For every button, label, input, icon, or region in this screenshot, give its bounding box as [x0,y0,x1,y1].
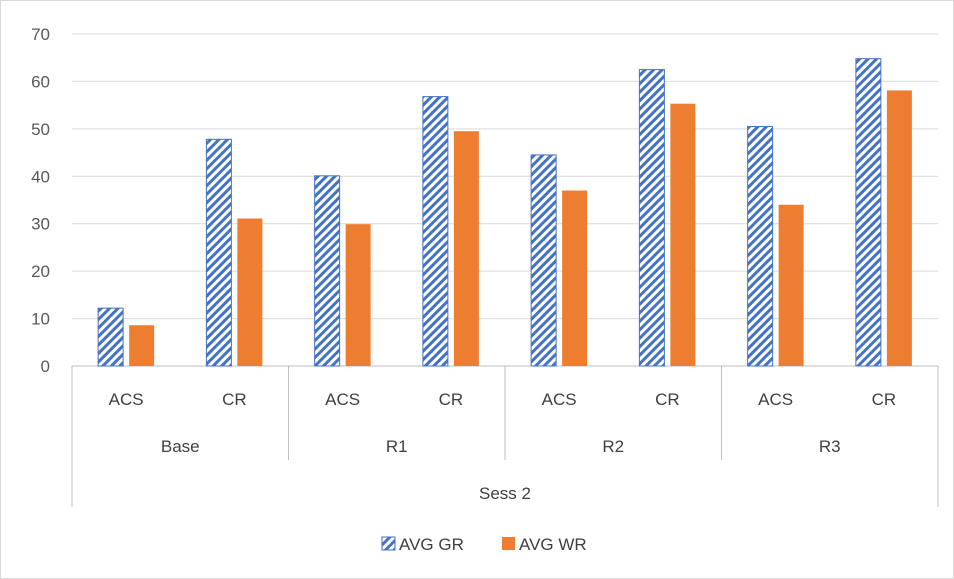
bar-avg-gr [747,125,774,367]
y-tick-label: 0 [41,357,50,376]
x-group-label: R1 [386,437,408,456]
bar-avg-wr [237,218,263,366]
y-tick-label: 40 [31,167,50,186]
x-category-label: ACS [542,390,577,409]
x-category-label: ACS [758,390,793,409]
x-group-label: R3 [819,437,841,456]
x-axis-labels: ACS CR ACS CR ACS CR ACS CR Base R1 R2 R3 Sess 2 [109,390,897,503]
y-tick-label: 70 [31,25,50,44]
bar-avg-wr [453,131,479,366]
bar-avg-gr [97,307,124,367]
legend-swatch-avg-gr [381,536,396,551]
bar-avg-wr [345,224,371,366]
bar-avg-gr [422,96,449,367]
bar-avg-gr [314,175,341,367]
bars [97,58,912,367]
y-tick-label: 60 [31,72,50,91]
bar-avg-wr [670,103,696,366]
bar-avg-gr [205,138,232,367]
bar-avg-wr [129,325,155,366]
y-tick-label: 30 [31,215,50,234]
bar-avg-gr [855,58,882,367]
x-category-label: CR [655,390,680,409]
bar-avg-wr [562,190,588,366]
x-category-label: CR [222,390,247,409]
bar-avg-wr [778,204,804,366]
y-axis-ticks: 0 10 20 30 40 50 60 70 [31,25,50,376]
legend: AVG GR AVG WR [381,535,587,554]
bar-avg-gr [638,69,665,367]
y-tick-label: 50 [31,120,50,139]
x-category-label: CR [872,390,897,409]
legend-label: AVG GR [399,535,464,554]
x-category-label: ACS [109,390,144,409]
x-group-label: R2 [602,437,624,456]
bar-avg-gr [530,154,557,367]
legend-swatch-avg-wr [502,537,515,550]
x-group-label: Base [161,437,200,456]
y-tick-label: 20 [31,262,50,281]
x-category-label: ACS [325,390,360,409]
x-category-label: CR [439,390,464,409]
y-tick-label: 10 [31,310,50,329]
bar-avg-wr [886,90,912,366]
x-session-label: Sess 2 [479,484,531,503]
legend-label: AVG WR [519,535,587,554]
